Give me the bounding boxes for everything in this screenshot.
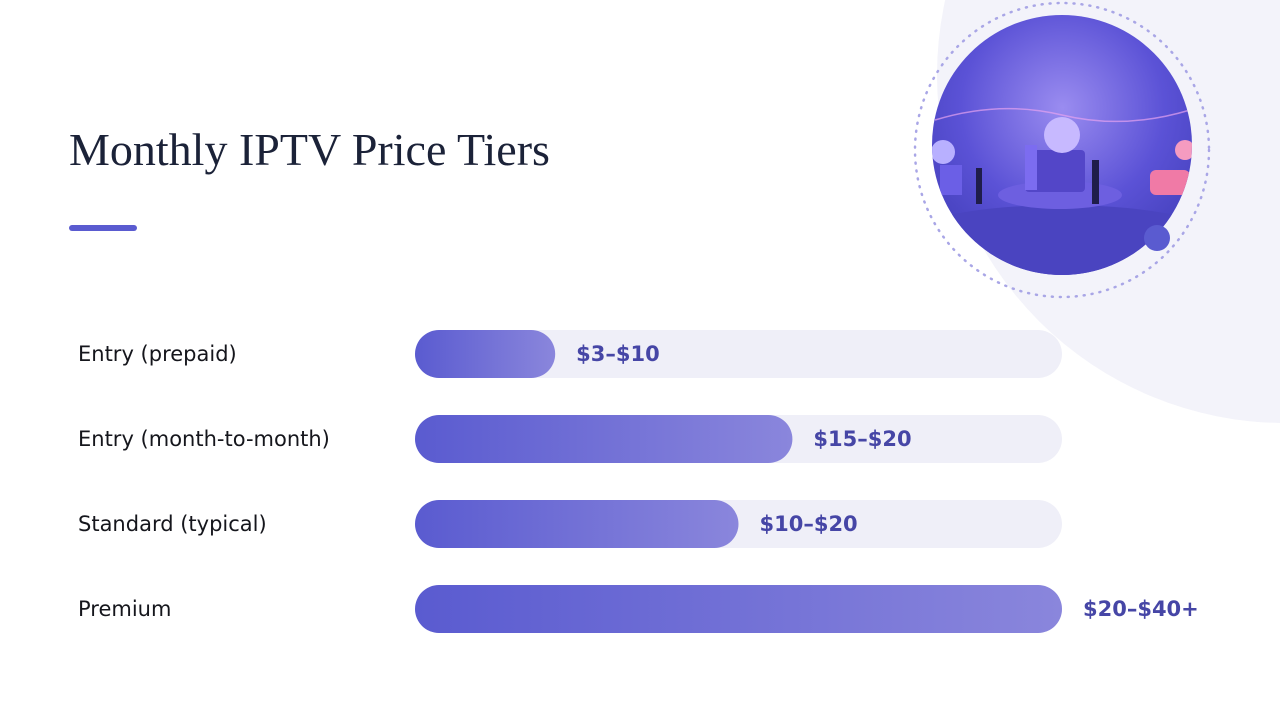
value-label: $3–$10: [576, 342, 660, 366]
value-label: $15–$20: [813, 427, 911, 451]
dotted-ring: [913, 1, 1211, 299]
category-label: Entry (prepaid): [78, 342, 237, 366]
value-label: $10–$20: [760, 512, 858, 536]
bar-track: [415, 330, 1062, 378]
title-underline: [69, 225, 137, 231]
chart-title: Monthly IPTV Price Tiers: [69, 124, 550, 175]
bar: [415, 330, 556, 378]
bar: [415, 585, 1062, 633]
bar: [415, 500, 739, 548]
bar: [415, 415, 793, 463]
category-label: Standard (typical): [78, 512, 267, 536]
category-label: Entry (month-to-month): [78, 427, 330, 451]
bars: Entry (prepaid) $3–$10 Entry (month-to-mon…: [78, 330, 1199, 633]
accent-dot: [1144, 225, 1170, 251]
category-label: Premium: [78, 597, 171, 621]
value-label: $20–$40+: [1083, 597, 1199, 621]
